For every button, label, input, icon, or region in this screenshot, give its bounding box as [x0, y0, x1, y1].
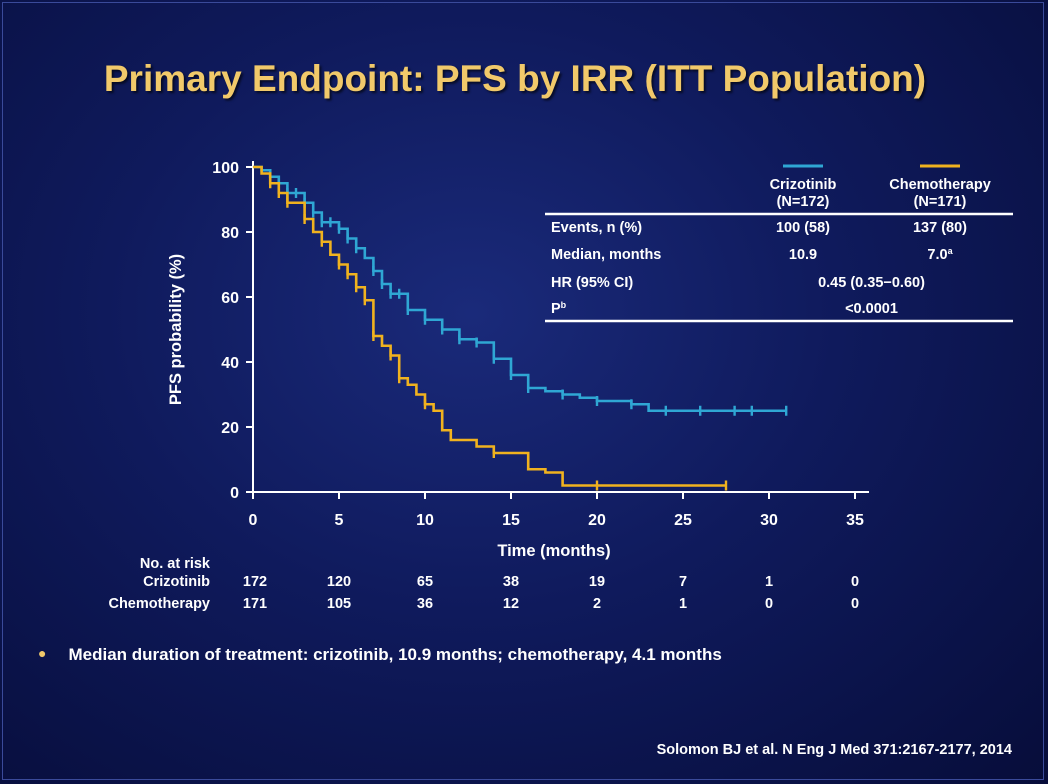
x-tick-label: 25	[674, 512, 692, 529]
risk-header: No. at risk	[139, 556, 210, 572]
y-tick-label: 20	[221, 420, 239, 437]
legend-col1-name: Crizotinib	[770, 177, 837, 193]
bullet-text: Median duration of treatment: crizotinib…	[68, 645, 722, 664]
y-tick-label: 80	[221, 225, 239, 242]
legend-table: Crizotinib(N=172) Chemotherapy(N=171) Even…	[545, 164, 1013, 323]
table-row-label: Median, months	[551, 247, 661, 263]
table-row-value: 0.45 (0.35−0.60)	[818, 275, 925, 291]
x-tick-label: 35	[846, 512, 864, 529]
bullet-dot-icon: ●	[38, 645, 47, 661]
risk-value: 1	[678, 596, 688, 612]
table-row-value: 137 (80)	[913, 220, 967, 236]
risk-value: 7	[678, 574, 688, 590]
risk-value: 0	[850, 596, 860, 612]
table-row-label: Pb	[551, 300, 567, 317]
y-tick-label: 60	[221, 290, 239, 307]
risk-value: 19	[588, 574, 606, 590]
chart-axes: 0 20 40 60 80 100 0 5 10 15 20 25 30 35 Time (months) P…	[167, 160, 869, 560]
x-tick-label: 15	[502, 512, 520, 529]
risk-value: 1	[764, 574, 774, 590]
x-tick-label: 5	[335, 512, 344, 529]
risk-value: 12	[502, 596, 520, 612]
superscript: a	[948, 246, 954, 256]
table-row-label: HR (95% CI)	[551, 275, 633, 291]
table-row-value: <0.0001	[845, 301, 898, 317]
risk-value: 120	[326, 574, 352, 590]
legend-col2-name: Chemotherapy	[889, 177, 991, 193]
slide-title: Primary Endpoint: PFS by IRR (ITT Popula…	[103, 58, 927, 99]
chart-curves	[253, 165, 788, 491]
y-axis-label: PFS probability (%)	[167, 254, 185, 405]
y-tick-label: 40	[221, 355, 239, 372]
x-tick-label: 30	[760, 512, 778, 529]
legend-col1-n: (N=172)	[777, 194, 830, 210]
y-tick-label: 100	[212, 160, 239, 177]
x-tick-label: 20	[588, 512, 606, 529]
table-row-value: 100 (58)	[776, 220, 830, 236]
risk-value: 172	[242, 574, 268, 590]
risk-value: 0	[850, 574, 860, 590]
superscript: b	[561, 300, 567, 310]
series-line-crizotinib	[253, 165, 787, 413]
bullet-point: ● Median duration of treatment: crizotini…	[38, 645, 722, 665]
risk-row-label: Crizotinib	[143, 574, 210, 590]
legend-col2-n: (N=171)	[914, 194, 967, 210]
x-tick-label: 10	[416, 512, 434, 529]
y-tick-label: 0	[230, 485, 239, 502]
x-tick-label: 0	[249, 512, 258, 529]
x-axis-label: Time (months)	[497, 542, 610, 560]
risk-value: 65	[416, 574, 434, 590]
table-row-label: Events, n (%)	[551, 220, 642, 236]
citation: Solomon BJ et al. N Eng J Med 371:2167-2…	[656, 742, 1012, 758]
risk-row-label: Chemotherapy	[108, 596, 210, 612]
risk-value: 38	[502, 574, 520, 590]
risk-value: 36	[416, 596, 434, 612]
table-row-value: 10.9	[789, 247, 817, 263]
risk-value: 0	[764, 596, 774, 612]
risk-value: 105	[326, 596, 352, 612]
risk-value: 171	[242, 596, 268, 612]
table-row-value: 7.0a	[927, 246, 953, 263]
risk-value: 2	[592, 596, 602, 612]
